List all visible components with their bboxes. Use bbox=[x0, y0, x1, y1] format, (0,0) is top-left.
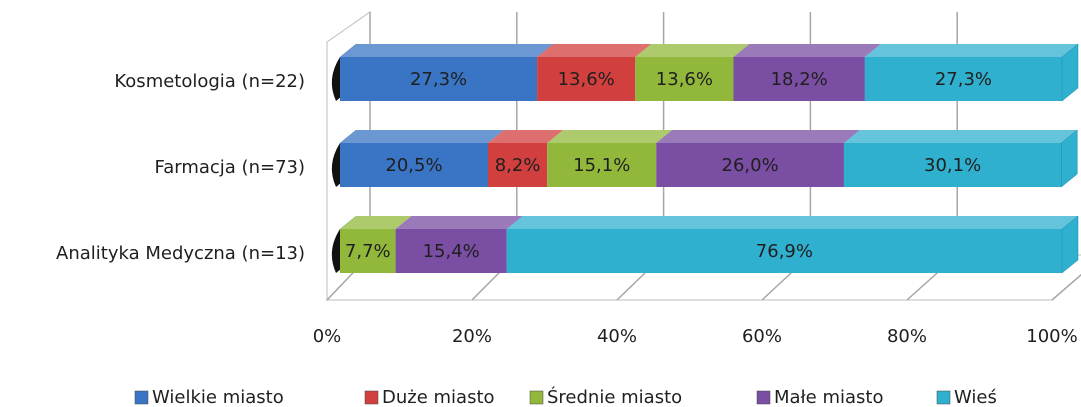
data-label: 26,0% bbox=[722, 155, 779, 176]
bar-top bbox=[506, 216, 1079, 229]
bar-top bbox=[656, 130, 860, 143]
legend-label: Średnie miasto bbox=[547, 386, 682, 407]
bar bbox=[864, 57, 1062, 101]
bar bbox=[537, 57, 636, 101]
bar bbox=[843, 143, 1062, 187]
bar-end bbox=[1061, 43, 1079, 102]
data-label: 27,3% bbox=[410, 69, 467, 90]
legend-label: Wielkie miasto bbox=[152, 387, 284, 407]
bar-top-shade bbox=[488, 130, 564, 143]
bar-end bbox=[1061, 129, 1078, 188]
x-tick-label: 100% bbox=[1026, 326, 1077, 347]
category-label: Analityka Medyczna (n=13) bbox=[56, 243, 305, 264]
bar-top-shade bbox=[340, 216, 412, 229]
bar-top-shade bbox=[843, 130, 1078, 143]
data-label: 13,6% bbox=[558, 69, 615, 90]
data-label: 15,1% bbox=[573, 155, 630, 176]
bar-top bbox=[340, 44, 554, 57]
x-tick-label: 60% bbox=[742, 326, 782, 347]
bar-top-shade bbox=[635, 44, 750, 57]
bar-top bbox=[864, 44, 1078, 57]
bar-top bbox=[488, 130, 564, 143]
bar bbox=[733, 57, 865, 101]
data-label: 76,9% bbox=[756, 241, 813, 262]
legend-swatch bbox=[364, 390, 379, 405]
bar-top bbox=[395, 216, 523, 229]
bar-top-shade bbox=[506, 216, 1079, 229]
bar bbox=[547, 143, 657, 187]
legend-label: Wieś bbox=[954, 387, 997, 407]
floor-grid-line bbox=[1051, 273, 1081, 301]
bar-top-shade bbox=[547, 130, 673, 143]
bar bbox=[340, 57, 538, 101]
data-label: 27,3% bbox=[935, 69, 992, 90]
legend-swatch bbox=[134, 390, 149, 405]
x-tick-label: 0% bbox=[313, 326, 342, 347]
bar-top bbox=[340, 130, 505, 143]
bar-top bbox=[843, 130, 1078, 143]
bar-top-shade bbox=[864, 44, 1078, 57]
legend-swatch bbox=[936, 390, 951, 405]
bar-top-shade bbox=[733, 44, 881, 57]
bar bbox=[488, 143, 548, 187]
legend-swatch bbox=[529, 390, 544, 405]
legend-swatch bbox=[756, 390, 771, 405]
bar-end bbox=[1061, 215, 1079, 274]
bar-top-shade bbox=[340, 44, 554, 57]
bar-top bbox=[635, 44, 750, 57]
data-label: 15,4% bbox=[423, 241, 480, 262]
data-label: 8,2% bbox=[495, 155, 541, 176]
category-label: Farmacja (n=73) bbox=[155, 157, 305, 178]
bar-top bbox=[547, 130, 673, 143]
data-label: 20,5% bbox=[385, 155, 442, 176]
data-label: 7,7% bbox=[345, 241, 391, 262]
bar bbox=[340, 143, 489, 187]
bar bbox=[656, 143, 844, 187]
data-label: 30,1% bbox=[924, 155, 981, 176]
bar-top bbox=[340, 216, 412, 229]
legend-label: Małe miasto bbox=[774, 387, 884, 407]
data-label: 18,2% bbox=[771, 69, 828, 90]
x-tick-label: 80% bbox=[887, 326, 927, 347]
bar bbox=[340, 229, 396, 273]
bar-top-shade bbox=[395, 216, 523, 229]
x-tick-label: 40% bbox=[597, 326, 637, 347]
bar-top-shade bbox=[340, 130, 505, 143]
legend-label: Duże miasto bbox=[382, 387, 495, 407]
bar bbox=[506, 229, 1063, 273]
bar bbox=[395, 229, 507, 273]
bar-top bbox=[537, 44, 652, 57]
bar bbox=[635, 57, 734, 101]
bar-top-shade bbox=[656, 130, 860, 143]
bar-top-shade bbox=[537, 44, 652, 57]
data-label: 13,6% bbox=[656, 69, 713, 90]
category-label: Kosmetologia (n=22) bbox=[114, 71, 305, 92]
x-tick-label: 20% bbox=[452, 326, 492, 347]
bar-top bbox=[733, 44, 881, 57]
